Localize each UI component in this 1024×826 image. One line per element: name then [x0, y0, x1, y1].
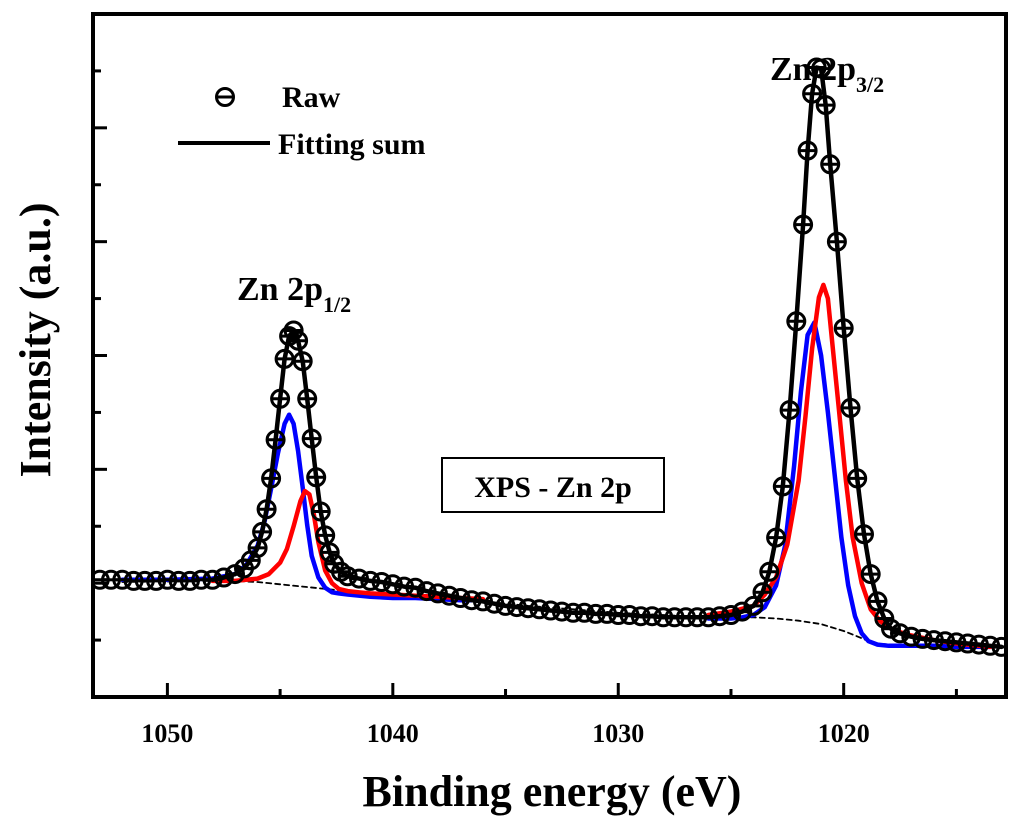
legend-fitting-sum-label: Fitting sum [278, 128, 426, 161]
raw-data-point [854, 524, 874, 545]
legend-raw-label: Raw [282, 81, 341, 114]
raw-data-point [743, 595, 764, 616]
x-tick-label: 1050 [141, 719, 193, 748]
raw-data-point [772, 476, 793, 497]
raw-data-point [840, 397, 861, 418]
raw-data-point [337, 566, 358, 587]
raw-data-point [811, 58, 832, 79]
annotation-zn-2p-1-2-sub: 1/2 [323, 292, 351, 317]
raw-data-point [371, 572, 392, 592]
raw-data-point [991, 636, 1006, 657]
raw-data-point [213, 567, 234, 588]
raw-data-point [427, 583, 448, 604]
raw-data-point [890, 623, 910, 644]
raw-data-point [793, 214, 814, 235]
raw-data-point [786, 311, 807, 332]
annotation-zn-2p-3-2: Zn 2p3/2 [770, 51, 884, 97]
raw-data-point [274, 348, 295, 369]
raw-data-point [833, 318, 854, 339]
raw-data-point [288, 330, 309, 351]
raw-data-point [815, 95, 836, 116]
raw-data-point [867, 591, 888, 612]
raw-data-point [247, 537, 268, 558]
raw-data-point [270, 388, 291, 409]
raw-data-point [860, 564, 881, 585]
y-axis-label: Intensity (a.u.) [11, 202, 60, 477]
raw-data-point [301, 428, 322, 449]
raw-data-point [473, 591, 493, 612]
raw-data-point [256, 499, 277, 520]
raw-data-point [721, 605, 741, 625]
x-axis-label: Binding energy (eV) [363, 767, 742, 816]
annotation-zn-2p-1-2: Zn 2p1/2 [237, 271, 351, 317]
raw-data-point [484, 593, 505, 614]
raw-data-point [826, 231, 847, 252]
raw-data-point [874, 608, 895, 629]
raw-data-point [901, 626, 922, 647]
raw-data-point [297, 388, 318, 409]
plot-frame [91, 12, 1008, 699]
raw-data-point [315, 525, 336, 546]
annotation-xps-box [441, 457, 665, 513]
raw-data-point [349, 568, 369, 589]
raw-data-point [319, 542, 340, 563]
marker-layer [93, 57, 1006, 657]
raw-data-point [292, 351, 313, 372]
raw-data-point [759, 561, 780, 582]
annotation-xps-label: XPS - Zn 2p [474, 471, 632, 504]
raw-data-point [820, 154, 841, 175]
raw-data-point [252, 521, 273, 542]
raw-data-point [310, 501, 331, 522]
raw-data-point [283, 320, 304, 341]
legend-raw-marker-icon [215, 87, 235, 107]
x-tick-label: 1020 [818, 719, 870, 748]
ticks-layer: 1050 1040 1030 1020 [93, 69, 958, 748]
raw-data-point [450, 588, 471, 608]
raw-data-point [416, 581, 437, 602]
raw-data-point [752, 582, 773, 603]
raw-data-point [202, 569, 223, 590]
annotation-zn-2p-3-2-sub: 3/2 [856, 72, 884, 97]
raw-data-point [405, 577, 426, 598]
raw-data-point [802, 83, 823, 104]
x-tick-label: 1040 [367, 719, 419, 748]
legend: Raw Fitting sum [178, 81, 426, 161]
raw-data-point [261, 468, 282, 489]
raw-data-point [265, 429, 286, 450]
raw-data-point [797, 140, 818, 161]
x-tick-label: 1030 [592, 719, 644, 748]
raw-data-point [439, 585, 460, 606]
raw-data-point [306, 467, 327, 488]
raw-data-point [766, 527, 787, 548]
raw-data-point [779, 400, 800, 421]
raw-data-point [847, 468, 868, 489]
raw-data-point [382, 574, 403, 595]
